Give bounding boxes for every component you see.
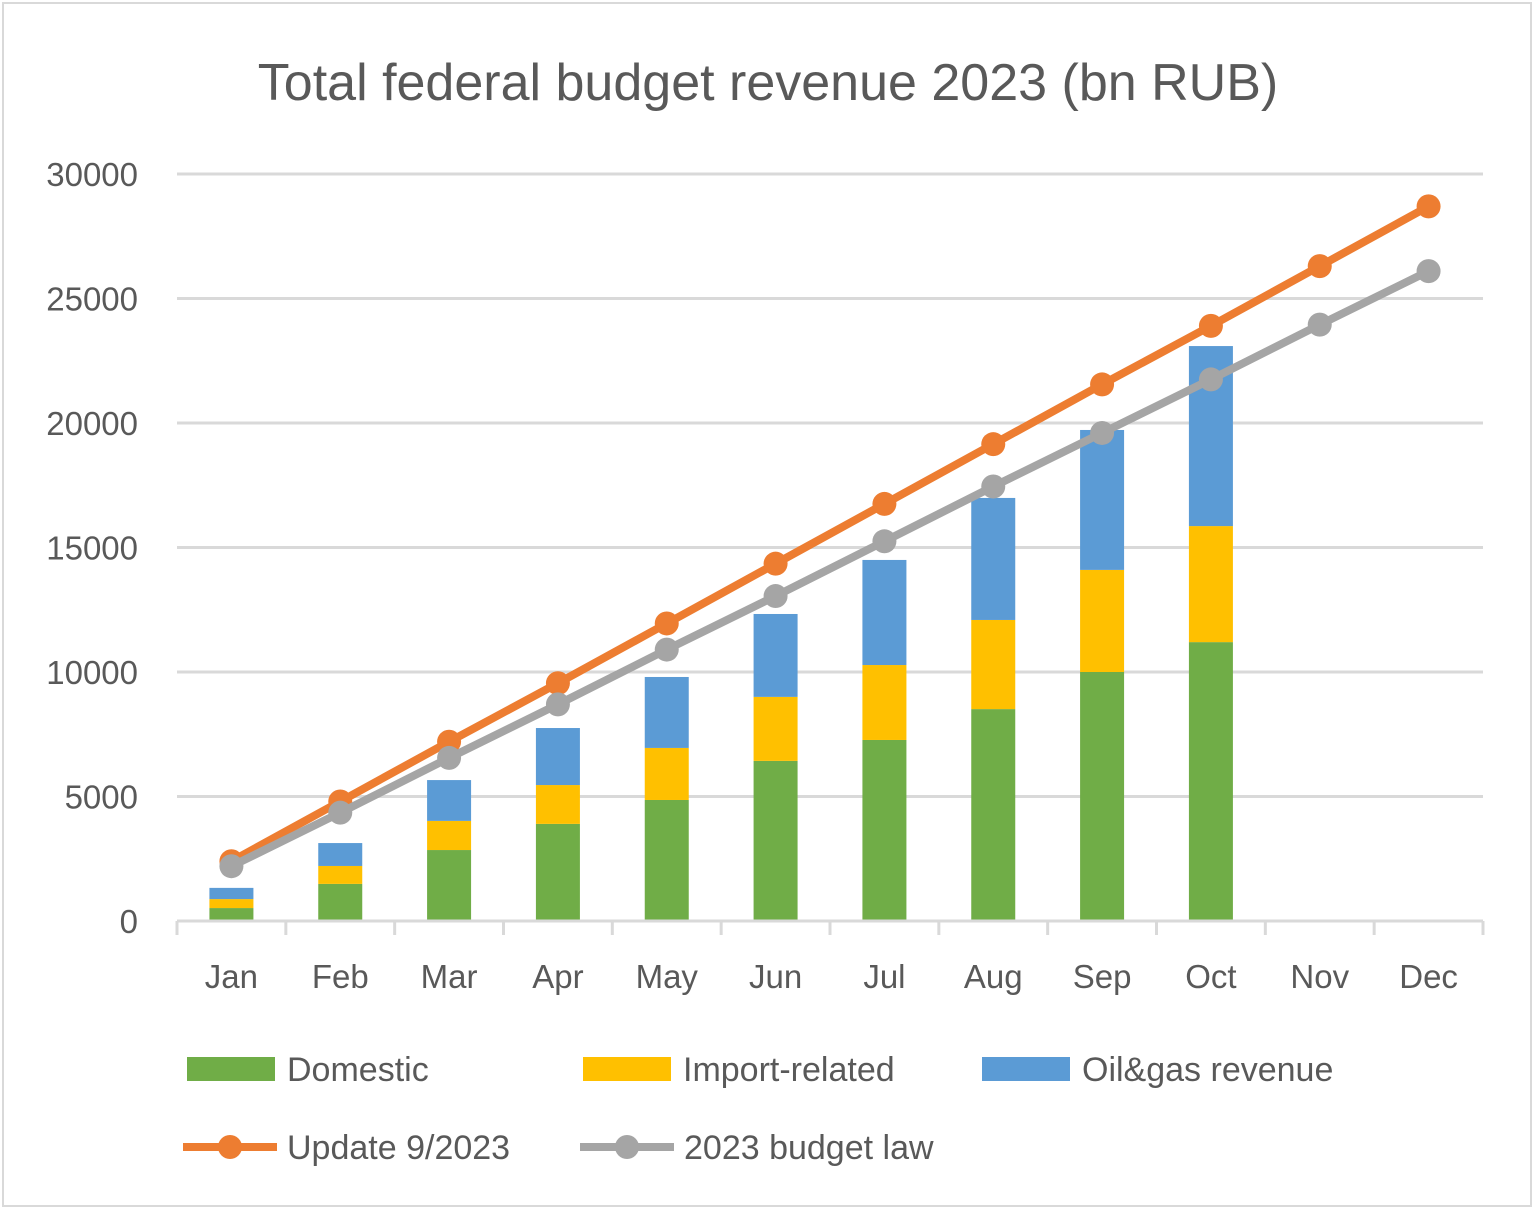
legend-marker	[615, 1135, 639, 1159]
bar-segment	[427, 850, 472, 921]
bar-segment	[753, 696, 798, 761]
bar-segment	[862, 739, 907, 921]
lines	[219, 194, 1441, 879]
bar-segment	[318, 865, 363, 884]
legend-label: Import-related	[683, 1051, 895, 1089]
line-marker	[763, 551, 788, 576]
bar-segment	[427, 820, 472, 851]
line-marker	[1090, 372, 1115, 397]
legend-swatch	[583, 1057, 671, 1081]
x-tick-label: Sep	[1073, 958, 1132, 995]
line-marker	[437, 745, 462, 770]
bar-segment	[644, 676, 689, 748]
bar-segment	[209, 887, 254, 900]
line-marker	[545, 671, 570, 696]
bar-segment	[209, 908, 254, 921]
line-marker	[1090, 420, 1115, 445]
bar-segment	[535, 823, 580, 921]
bar-segment	[535, 785, 580, 824]
line-marker	[872, 529, 897, 554]
legend-swatch	[982, 1057, 1070, 1081]
x-axis	[175, 919, 1485, 935]
bar-segment	[753, 613, 798, 697]
y-tick-label: 10000	[46, 654, 138, 691]
line-marker	[981, 432, 1006, 457]
legend-label: Update 9/2023	[287, 1129, 510, 1167]
line-marker	[1198, 313, 1223, 338]
x-tick-label: Aug	[964, 958, 1023, 995]
gridlines	[177, 172, 1483, 798]
x-tick-label: Jul	[863, 958, 905, 995]
bar-segment	[862, 665, 907, 740]
bar-segment	[862, 559, 907, 666]
line-marker	[1416, 194, 1441, 219]
line-marker	[1307, 254, 1332, 279]
x-tick-label: Oct	[1185, 958, 1236, 995]
legend: Domestic Import-related Oil&gas revenue Upd…	[183, 1051, 1333, 1167]
legend-swatch	[187, 1057, 275, 1081]
x-tick-label: Dec	[1399, 958, 1458, 995]
x-tick-label: Jun	[749, 958, 802, 995]
x-tick-label: May	[636, 958, 699, 995]
y-axis-ticks: 0 5000 10000 15000 20000 25000 30000	[46, 156, 138, 940]
bar-segment	[1080, 429, 1125, 570]
y-tick-label: 20000	[46, 405, 138, 442]
line-marker	[219, 854, 244, 879]
chart-title: Total federal budget revenue 2023 (bn RU…	[258, 54, 1278, 112]
bar-segment	[753, 760, 798, 921]
legend-marker	[218, 1135, 242, 1159]
y-tick-label: 5000	[65, 779, 138, 816]
bar-segment	[209, 899, 254, 909]
bar-segment	[1080, 569, 1125, 672]
line-marker	[872, 491, 897, 516]
bar-segment	[318, 883, 363, 921]
line-series	[229, 267, 1431, 870]
x-tick-label: Apr	[532, 958, 583, 995]
line-marker	[328, 800, 353, 825]
y-tick-label: 15000	[46, 530, 138, 567]
x-tick-label: Mar	[421, 958, 478, 995]
y-tick-label: 25000	[46, 281, 138, 318]
line-marker	[1307, 312, 1332, 337]
bar-segment	[971, 497, 1016, 620]
bar-segment	[535, 728, 580, 786]
line-marker	[654, 637, 679, 662]
line-marker	[763, 584, 788, 609]
legend-label: Oil&gas revenue	[1082, 1051, 1333, 1089]
bars	[209, 346, 1233, 921]
legend-label: 2023 budget law	[684, 1129, 934, 1167]
bar-segment	[971, 619, 1016, 710]
line-marker	[981, 474, 1006, 499]
bar-segment	[644, 747, 689, 800]
bar-segment	[644, 799, 689, 921]
x-tick-label: Nov	[1290, 958, 1349, 995]
line-series	[229, 202, 1431, 865]
line-marker	[545, 692, 570, 717]
x-tick-label: Jan	[205, 958, 258, 995]
bar-segment	[318, 843, 363, 866]
bar-segment	[971, 709, 1016, 921]
bar-segment	[427, 780, 472, 821]
x-tick-label: Feb	[312, 958, 369, 995]
bar-segment	[1188, 526, 1233, 643]
legend-label: Domestic	[287, 1051, 429, 1089]
line-marker	[654, 611, 679, 636]
bar-segment	[1080, 672, 1125, 921]
bar-segment	[1188, 642, 1233, 921]
line-marker	[1416, 259, 1441, 284]
y-tick-label: 0	[120, 903, 138, 940]
line-marker	[1198, 367, 1223, 392]
y-tick-label: 30000	[46, 156, 138, 193]
x-axis-ticks: Jan Feb Mar Apr May Jun Jul Aug Sep Oct Nov Dec	[205, 958, 1458, 995]
